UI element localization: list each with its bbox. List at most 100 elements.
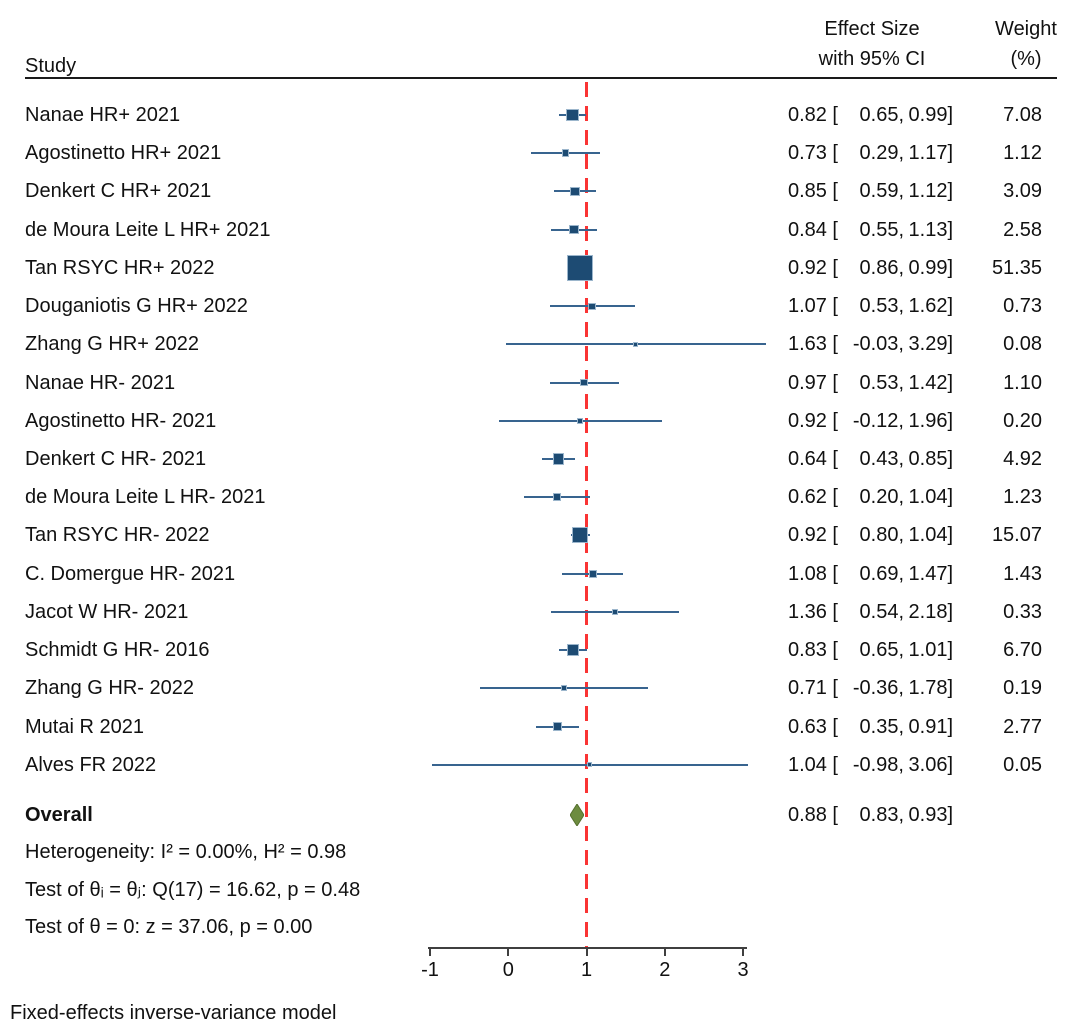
study-label: Alves FR 2022 <box>25 753 157 776</box>
ci-hi-text: 0.85] <box>908 447 953 470</box>
effect-marker <box>560 685 567 692</box>
study-label: Agostinetto HR- 2021 <box>25 409 217 432</box>
weight-text: 0.33 <box>1003 600 1042 623</box>
study-label: Zhang G HR+ 2022 <box>25 333 199 356</box>
weight-header-line1: Weight <box>995 18 1057 40</box>
x-axis <box>428 947 747 949</box>
effect-marker <box>552 453 564 465</box>
est-text: 0.92 [ <box>787 524 838 547</box>
overall-diamond <box>570 804 585 826</box>
study-row: Zhang G HR- 2022 0.71 [-0.36, 1.78] 0.19 <box>0 669 1080 707</box>
axis-tick <box>585 948 588 956</box>
study-row: de Moura Leite L HR+ 2021 0.84 [0.55, 1.13… <box>0 211 1080 249</box>
est-text: 0.92 [ <box>787 256 838 279</box>
ci-lo-text: 0.55, <box>859 218 904 241</box>
effect-marker <box>567 643 580 657</box>
axis-tick <box>663 948 666 956</box>
weight-text: 15.07 <box>991 524 1042 547</box>
overall-label: Overall <box>25 804 93 826</box>
effect-marker <box>633 341 639 347</box>
study-label: Jacot W HR- 2021 <box>25 600 189 623</box>
study-row: de Moura Leite L HR- 2021 0.62 [ 0.20, 1.04… <box>0 478 1080 516</box>
ci-lo-text: 0.65, <box>859 104 904 126</box>
weight-header-line2: (%) <box>1010 48 1042 70</box>
weight-text: 1.12 <box>1003 142 1042 165</box>
effect-marker <box>577 417 584 424</box>
est-text: 1.04 [ <box>787 753 838 776</box>
stat-line: Test of θᵢ = θⱼ: Q(17) = 16.62, p = 0.48 <box>25 879 361 901</box>
weight-text: 2.58 <box>1003 218 1042 241</box>
weight-text: 3.09 <box>1003 180 1042 203</box>
study-row: C. Domergue HR- 2021 1.08 [0.69, 1.47] 1.43 <box>0 555 1080 593</box>
ci-hi-text: 0.99] <box>908 256 953 279</box>
axis-tick <box>507 948 510 956</box>
axis-tick-label: 3 <box>737 959 749 981</box>
stat-line: Heterogeneity: I² = 0.00%, H² = 0.98 <box>25 841 347 863</box>
ci-lo-text: 0.69, <box>859 562 904 585</box>
est-text: 0.83 [ <box>787 639 838 662</box>
effect-marker <box>611 608 618 615</box>
header-divider <box>25 77 1057 79</box>
effect-marker <box>552 493 561 502</box>
ci-lo-text: 0.53, <box>859 295 904 318</box>
study-row: Jacot W HR- 2021 1.36 [0.54, 2.18] 0.33 <box>0 593 1080 631</box>
study-row: Tan RSYC HR- 2022 0.92 [0.80, 1.04] 15.07 <box>0 516 1080 554</box>
ci-hi-text: 1.96] <box>908 409 953 432</box>
ci-hi-text: 1.17] <box>908 142 953 165</box>
axis-tick-label: 1 <box>580 959 593 981</box>
ci-hi-text: 1.04] <box>908 486 953 509</box>
ci-lo-text: 0.20, <box>859 486 904 509</box>
est-text: 0.71 [ <box>787 677 838 700</box>
effect-marker <box>569 186 580 197</box>
ci-hi-text: 2.18] <box>908 600 953 623</box>
weight-text: 1.23 <box>1003 486 1042 509</box>
overall-diamond-shape <box>570 804 585 826</box>
study-label: Nanae HR- 2021 <box>25 371 176 394</box>
est-text: 0.85 [ <box>787 180 838 203</box>
study-row: Tan RSYC HR+ 2022 0.92 [0.86, 0.99] 51.35 <box>0 249 1080 287</box>
ci-lo-text: -0.98, <box>852 753 904 776</box>
study-row: Agostinetto HR- 2021 0.92 [-0.12, 1.96] 0.2… <box>0 402 1080 440</box>
study-label: de Moura Leite L HR- 2021 <box>25 486 266 509</box>
column-header-effect-size: Effect Size with 95% CI <box>772 14 972 74</box>
ci-lo-text: 0.43, <box>859 447 904 470</box>
est-text: 0.88 [ <box>787 804 838 826</box>
weight-text: 2.77 <box>1003 715 1042 738</box>
weight-text: 7.08 <box>1003 104 1042 126</box>
effect-marker <box>588 302 596 310</box>
study-row: Alves FR 2022 1.04 [-0.98, 3.06] 0.05 <box>0 746 1080 784</box>
axis-tick-label: -1 <box>421 959 439 981</box>
axis-tick-label: 0 <box>502 959 514 981</box>
effect-marker <box>569 224 579 235</box>
study-row: Denkert C HR- 2021 0.64 [0.43, 0.85] 4.92 <box>0 440 1080 478</box>
weight-text: 1.43 <box>1003 562 1042 585</box>
overall-summary-row: Overall 0.88 [0.83, 0.93] <box>0 796 1080 834</box>
weight-text: 6.70 <box>1003 639 1042 662</box>
weight-text: 0.19 <box>1003 677 1042 700</box>
est-text: 0.62 [ <box>787 486 838 509</box>
ci-hi-text: 1.01] <box>908 639 953 662</box>
effect-marker <box>552 721 563 732</box>
effect-marker <box>566 108 579 122</box>
effect-marker <box>580 378 588 387</box>
est-text: 1.36 [ <box>787 600 838 623</box>
ci-hi-text: 1.47] <box>908 562 953 585</box>
ci-lo-text: 0.83, <box>859 804 904 826</box>
est-text: 0.63 [ <box>787 715 838 738</box>
est-text: 0.84 [ <box>787 218 838 241</box>
study-row: Nanae HR+ 2021 0.82 [0.65, 0.99] 7.08 <box>0 96 1080 134</box>
est-text: 1.08 [ <box>787 562 838 585</box>
ci-hi-text: 1.04] <box>908 524 953 547</box>
effect-marker <box>572 527 589 544</box>
column-header-study: Study <box>25 55 77 77</box>
est-text: 1.63 [ <box>787 333 838 356</box>
ci-hi-text: 1.78] <box>908 677 953 700</box>
effect-size-header-line2: with 95% CI <box>818 48 926 70</box>
model-note: Fixed-effects inverse-variance model <box>10 1002 337 1024</box>
ci-lo-text: -0.12, <box>852 409 904 432</box>
study-label: Tan RSYC HR+ 2022 <box>25 256 215 279</box>
ci-hi-text: 1.62] <box>908 295 953 318</box>
weight-text: 0.05 <box>1003 753 1042 776</box>
ci-hi-text: 3.29] <box>908 333 953 356</box>
